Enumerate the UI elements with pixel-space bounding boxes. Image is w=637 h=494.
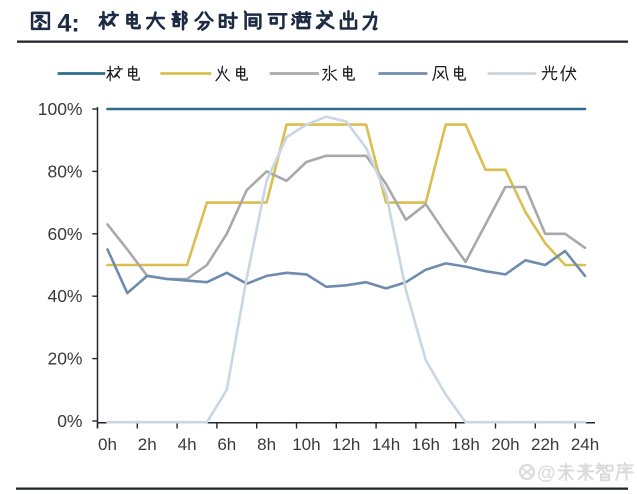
svg-text:16h: 16h — [412, 435, 440, 454]
svg-text:80%: 80% — [47, 161, 82, 181]
svg-text:20%: 20% — [47, 349, 82, 369]
svg-text:8h: 8h — [257, 435, 276, 454]
svg-text:@: @ — [537, 463, 556, 484]
svg-text:4:: 4: — [58, 10, 80, 38]
svg-text:10h: 10h — [292, 435, 320, 454]
svg-text:6h: 6h — [217, 435, 236, 454]
svg-text:2h: 2h — [138, 435, 157, 454]
svg-text:20h: 20h — [491, 435, 519, 454]
svg-text:40%: 40% — [47, 286, 82, 306]
svg-text:4h: 4h — [178, 435, 197, 454]
svg-text:22h: 22h — [531, 435, 559, 454]
svg-text:24h: 24h — [571, 435, 599, 454]
svg-text:100%: 100% — [38, 99, 83, 119]
svg-text:0h: 0h — [98, 435, 117, 454]
svg-text:0%: 0% — [57, 411, 82, 431]
svg-text:18h: 18h — [451, 435, 479, 454]
svg-text:14h: 14h — [372, 435, 400, 454]
svg-text:60%: 60% — [47, 224, 82, 244]
svg-text:12h: 12h — [332, 435, 360, 454]
